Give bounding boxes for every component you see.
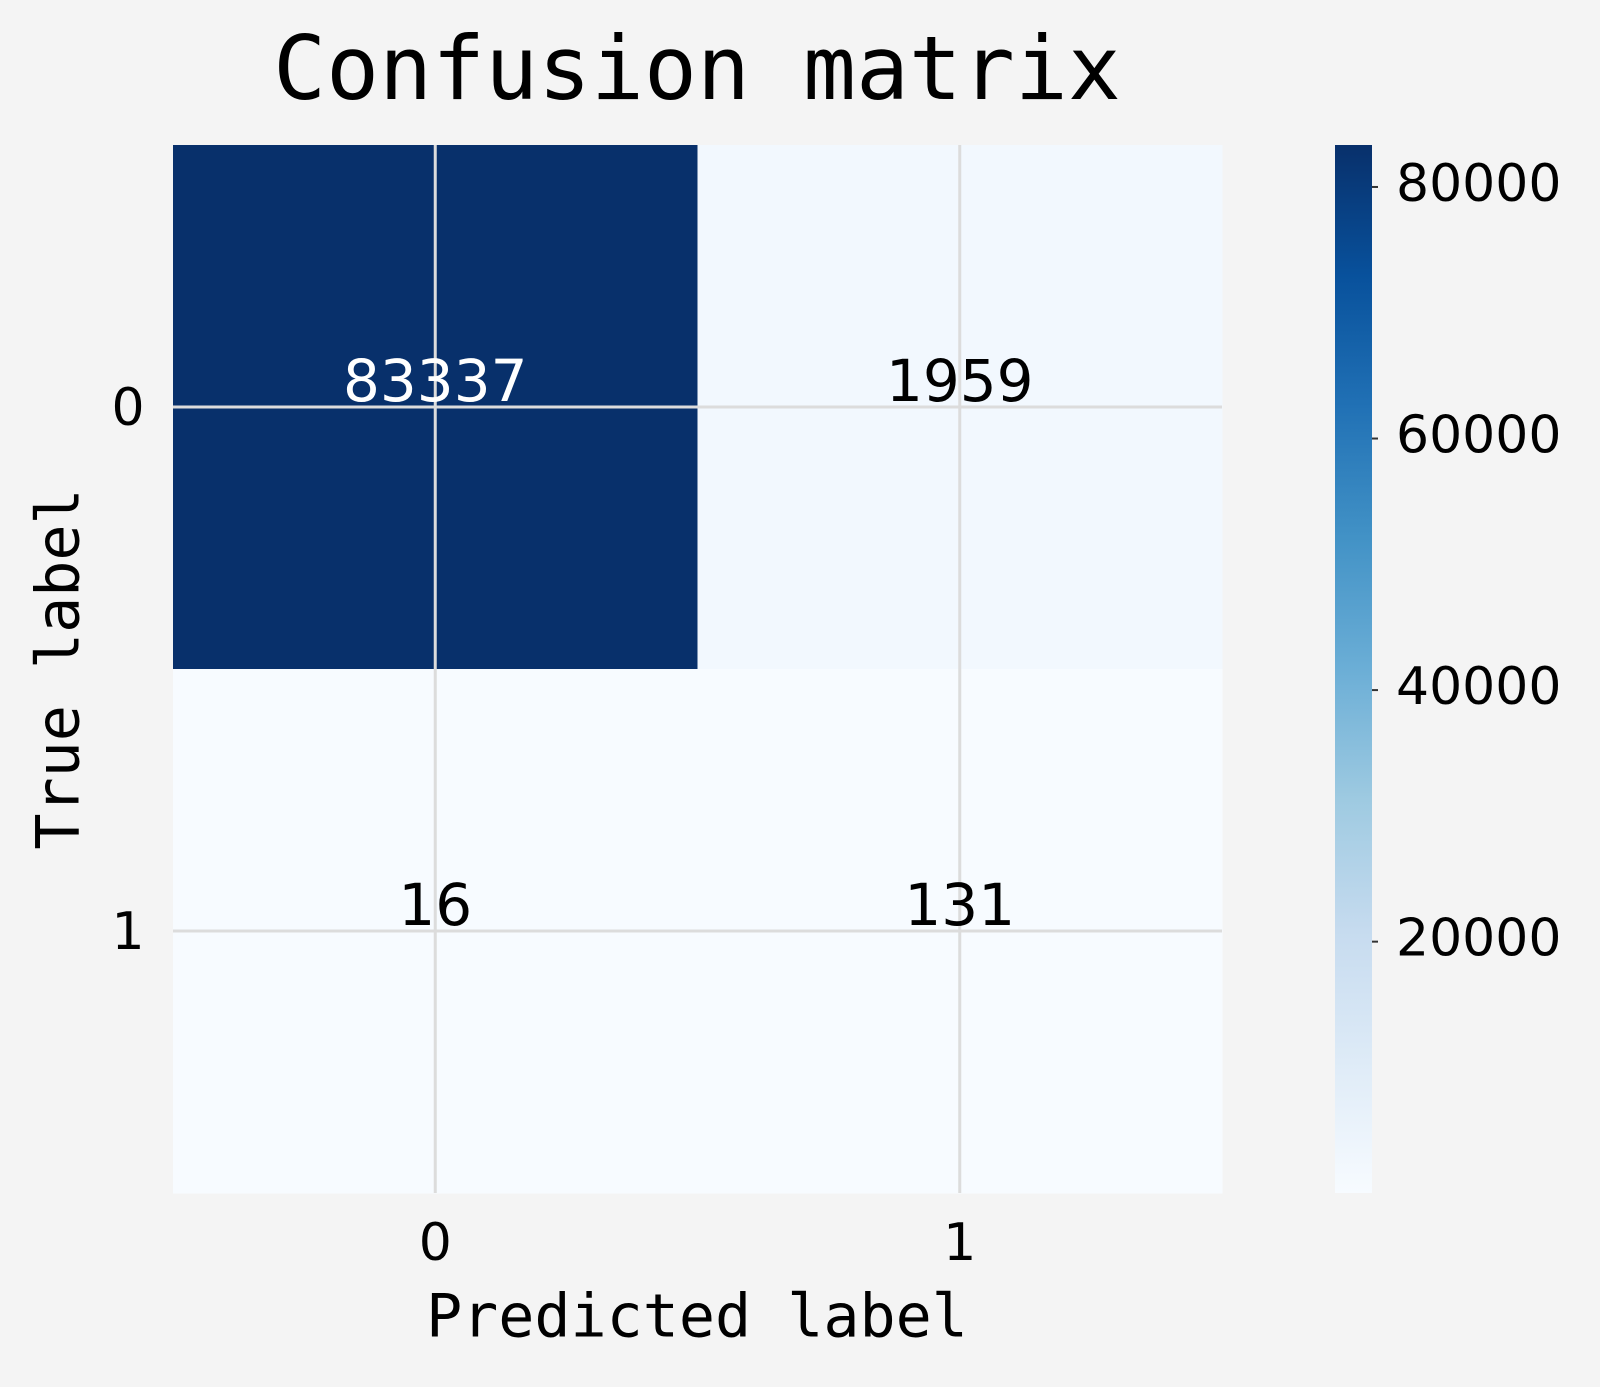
y-tick-label: 0 (111, 378, 144, 438)
cell-label: 83337 (343, 347, 528, 415)
x-tick-label: 1 (943, 1213, 976, 1273)
colorbar-tick-label: 60000 (1396, 406, 1561, 466)
y-axis-label: True label (24, 488, 94, 849)
cell-label: 131 (904, 871, 1015, 939)
chart-title: Confusion matrix (273, 17, 1121, 120)
colorbar-tick-label: 40000 (1396, 657, 1561, 717)
cell-label: 16 (398, 871, 472, 939)
x-axis-label: Predicted label (426, 1282, 968, 1352)
x-tick-label: 0 (419, 1213, 452, 1273)
cell-label: 1959 (886, 347, 1034, 415)
colorbar-tick-label: 80000 (1396, 154, 1561, 214)
colorbar-tick-label: 20000 (1396, 909, 1561, 969)
colorbar (1335, 145, 1372, 1193)
y-tick-label: 1 (111, 902, 144, 962)
